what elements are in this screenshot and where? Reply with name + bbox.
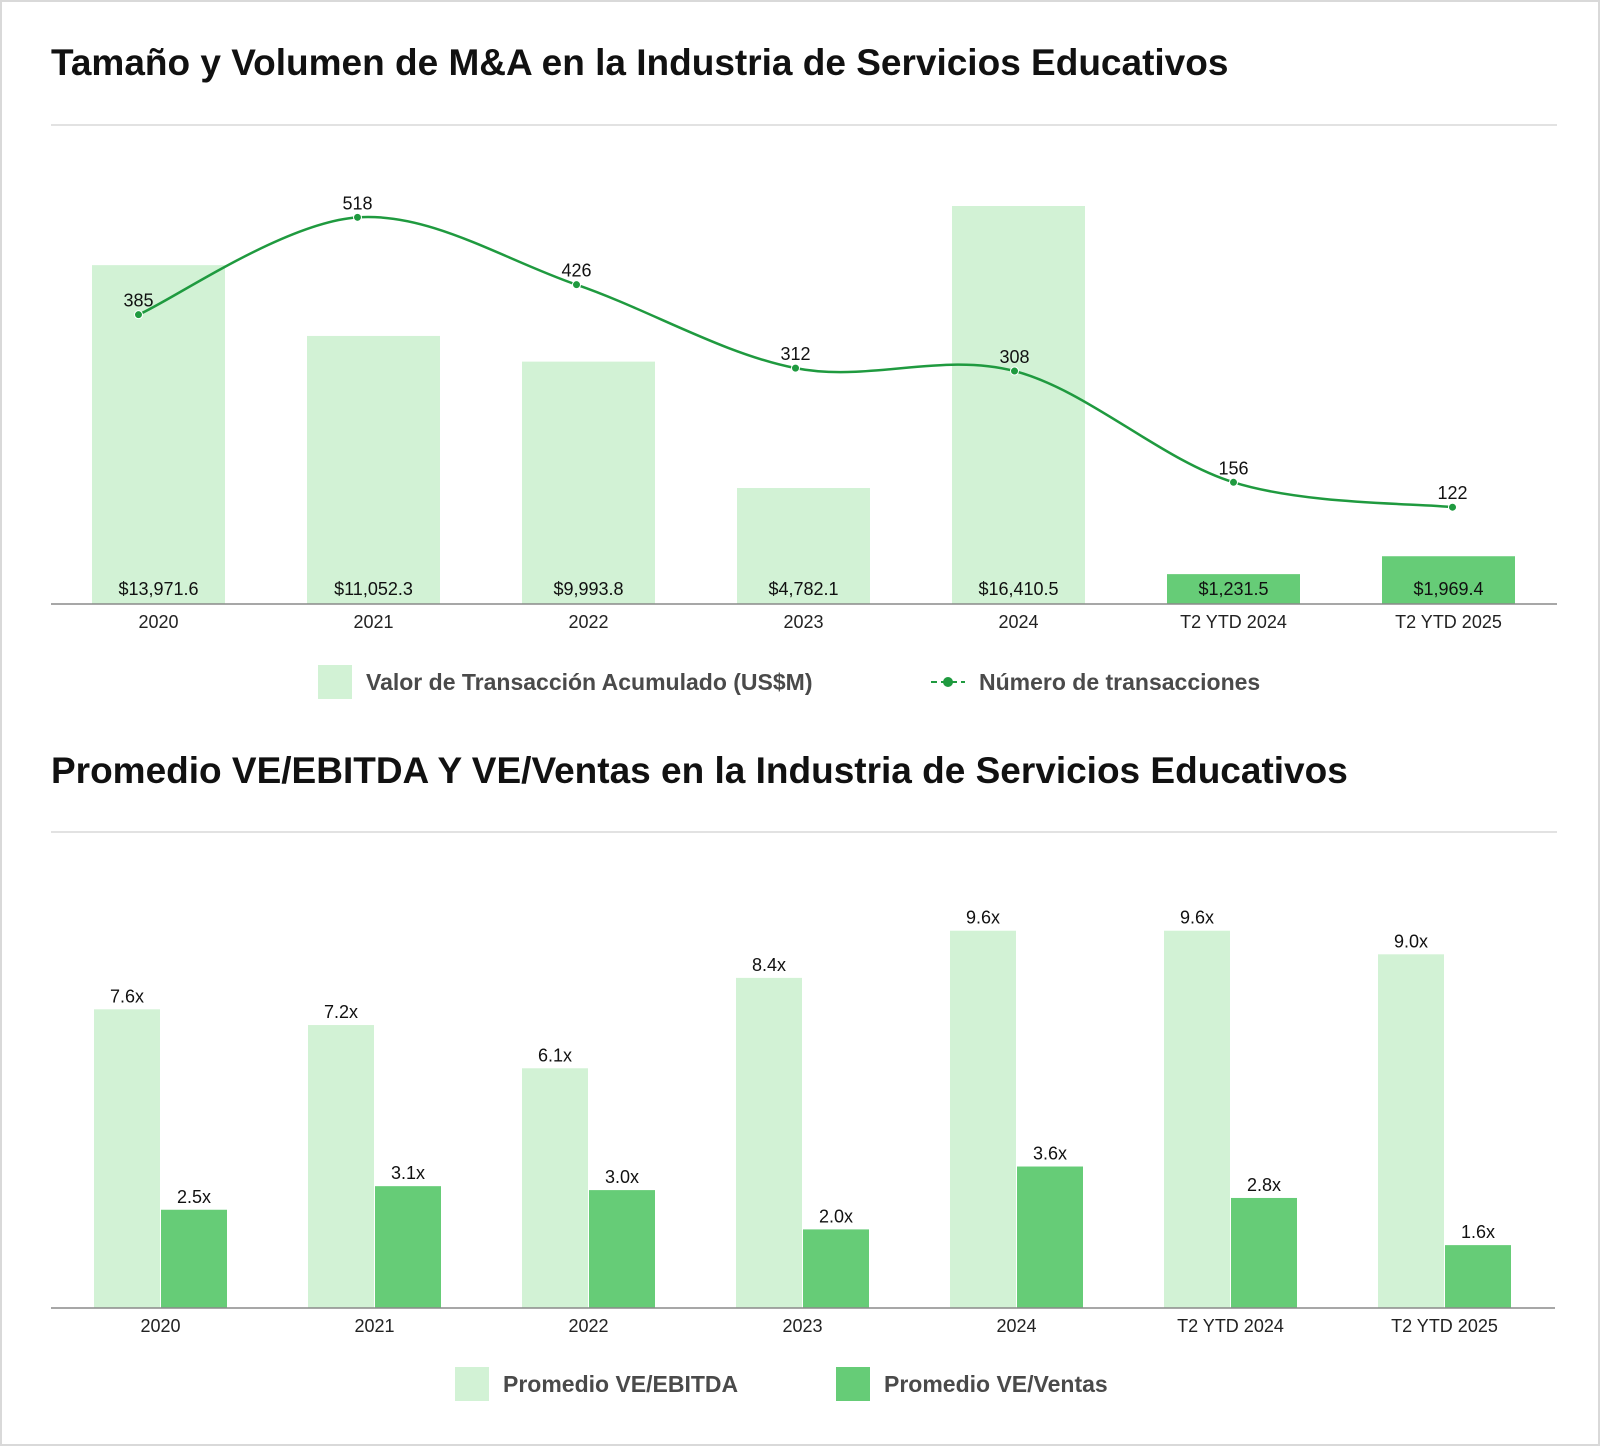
bar-value [522,361,655,604]
bar-ebitda [94,1009,160,1308]
x-tick-label: 2021 [353,612,393,632]
label-ventas: 3.1x [391,1163,425,1183]
x-tick-label: 2022 [568,612,608,632]
label-ventas: 2.8x [1247,1175,1281,1195]
label-ventas: 3.6x [1033,1144,1067,1164]
legend-swatch-light [318,665,352,699]
x-tick-label: T2 YTD 2024 [1180,612,1287,632]
bar-ventas [1017,1166,1083,1308]
x-tick-label: 2020 [140,1316,180,1336]
transactions-label: 156 [1218,458,1248,478]
transactions-label: 122 [1437,483,1467,503]
transactions-label: 426 [561,261,591,281]
chart2-divider [51,831,1557,833]
label-ventas: 1.6x [1461,1222,1495,1242]
label-ventas: 2.0x [819,1206,853,1226]
bar-ventas [1231,1197,1297,1308]
transactions-point [353,212,362,222]
x-tick-label: T2 YTD 2025 [1391,1316,1498,1336]
bar-ebitda [950,930,1016,1308]
transactions-point [791,363,800,373]
x-tick-label: 2024 [996,1316,1036,1336]
transactions-point [1448,502,1457,512]
label-ventas: 3.0x [605,1167,639,1187]
bar-ebitda [736,977,802,1308]
ma-volume-chart: $13,971.6 2020 $11,052.3 2021 $9,993.8 2022 $4… [51,193,1557,632]
label-ebitda: 9.0x [1394,931,1428,951]
chart2-title: Promedio VE/EBITDA Y VE/Ventas en la Ind… [51,750,1348,791]
bar-value [737,488,870,604]
bar-value-label: $13,971.6 [118,579,198,599]
bar-ventas [161,1209,227,1308]
chart1-title: Tamaño y Volumen de M&A en la Industria … [51,42,1229,83]
transactions-point [1010,366,1019,376]
x-tick-label: 2023 [783,612,823,632]
transactions-label: 518 [342,193,372,213]
bar-ebitda [1164,930,1230,1308]
x-tick-label: 2024 [998,612,1038,632]
bar-ventas [803,1229,869,1308]
legend-item-line: Número de transacciones [931,665,1260,699]
legend-item-ebitda: Promedio VE/EBITDA [455,1367,738,1401]
bar-value-label: $1,969.4 [1413,579,1483,599]
x-tick-label: T2 YTD 2024 [1177,1316,1284,1336]
x-tick-label: 2023 [782,1316,822,1336]
bar-value-label: $16,410.5 [978,579,1058,599]
bar-value-label: $1,231.5 [1198,579,1268,599]
label-ebitda: 7.6x [110,986,144,1006]
label-ventas: 2.5x [177,1187,211,1207]
transactions-label: 385 [123,291,153,311]
label-ebitda: 9.6x [1180,908,1214,928]
legend-label-line: Número de transacciones [979,668,1261,695]
bar-ventas [1445,1245,1511,1308]
legend-swatch-ebitda [455,1367,489,1401]
transactions-point [134,310,143,320]
bar-value [92,265,225,604]
bar-value [952,206,1085,604]
bar-value [307,335,440,604]
transactions-label: 312 [780,344,810,364]
legend-label-ebitda: Promedio VE/EBITDA [503,1370,739,1397]
bar-value-label: $4,782.1 [768,579,838,599]
bar-ebitda [1378,954,1444,1308]
legend-item-bars: Valor de Transacción Acumulado (US$M) [318,665,812,699]
legend-swatch-ventas [836,1367,870,1401]
label-ebitda: 6.1x [538,1045,572,1065]
legend-label-ventas: Promedio VE/Ventas [884,1370,1108,1397]
bar-ebitda [522,1068,588,1308]
bar-ventas [589,1190,655,1308]
bar-value [1382,556,1515,604]
x-tick-label: T2 YTD 2025 [1395,612,1502,632]
bar-value [1167,574,1300,604]
legend-label-bars: Valor de Transacción Acumulado (US$M) [366,668,813,695]
x-tick-label: 2022 [568,1316,608,1336]
label-ebitda: 9.6x [966,908,1000,928]
label-ebitda: 8.4x [752,955,786,975]
transactions-point [572,280,581,290]
bar-ebitda [308,1025,374,1308]
x-tick-label: 2020 [138,612,178,632]
bar-value-label: $11,052.3 [334,579,413,599]
transactions-label: 308 [999,347,1029,367]
bar-value-label: $9,993.8 [553,579,623,599]
x-tick-label: 2021 [354,1316,394,1336]
legend-item-ventas: Promedio VE/Ventas [836,1367,1108,1401]
transactions-point [1229,477,1238,487]
chart1-divider [51,124,1557,126]
bar-ventas [375,1186,441,1308]
legend-line-marker [931,665,965,699]
label-ebitda: 7.2x [324,1002,358,1022]
